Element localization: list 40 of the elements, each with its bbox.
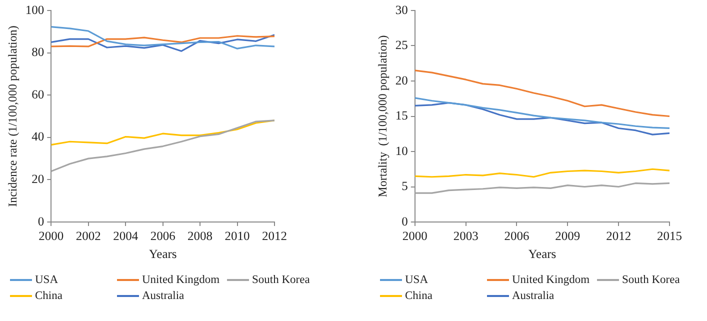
x-tick-label: 2000 xyxy=(402,228,428,243)
legend-label: Australia xyxy=(512,290,554,302)
x-tick-label: 2008 xyxy=(188,228,213,243)
x-tick-label: 2004 xyxy=(113,228,139,243)
y-tick-label: 10 xyxy=(395,144,408,158)
legend-label: China xyxy=(35,290,62,302)
legend-label: South Korea xyxy=(252,274,310,286)
y-axis-title: Incidence rate (1/100,000 population) xyxy=(5,26,20,207)
legend-label: USA xyxy=(35,274,58,286)
x-tick-label: 2010 xyxy=(224,228,250,243)
x-tick-label: 2003 xyxy=(453,228,478,243)
y-tick-label: 0 xyxy=(402,214,408,228)
x-tick-label: 2002 xyxy=(76,228,101,243)
x-tick-label: 2006 xyxy=(504,228,530,243)
x-axis-title: Years xyxy=(148,246,177,261)
x-tick-label: 2012 xyxy=(606,228,632,243)
x-axis-title: Years xyxy=(528,246,556,261)
y-tick-label: 20 xyxy=(395,73,408,88)
x-tick-label: 2006 xyxy=(150,228,176,243)
y-tick-label: 5 xyxy=(402,179,408,194)
y-tick-label: 25 xyxy=(395,38,408,52)
legend-label: United Kingdom xyxy=(142,274,220,286)
y-tick-label: 15 xyxy=(395,108,408,123)
y-tick-label: 30 xyxy=(395,2,408,17)
legend-label: USA xyxy=(405,274,428,286)
y-tick-label: 20 xyxy=(32,172,44,186)
legend-label: China xyxy=(405,290,432,302)
y-tick-label: 80 xyxy=(32,45,44,60)
y-tick-label: 60 xyxy=(32,87,44,102)
x-tick-label: 2000 xyxy=(38,228,64,243)
y-tick-label: 100 xyxy=(25,2,44,17)
legend-label: Australia xyxy=(142,290,184,302)
y-tick-label: 40 xyxy=(32,130,44,144)
x-tick-label: 2015 xyxy=(657,228,682,243)
legend-label: South Korea xyxy=(622,274,680,286)
x-tick-label: 2009 xyxy=(555,228,580,243)
legend-label: United Kingdom xyxy=(512,274,590,286)
y-tick-label: 0 xyxy=(38,214,44,228)
x-tick-label: 2012 xyxy=(262,228,287,243)
y-axis-title: Mortality (1/100,000 population) xyxy=(375,35,390,198)
